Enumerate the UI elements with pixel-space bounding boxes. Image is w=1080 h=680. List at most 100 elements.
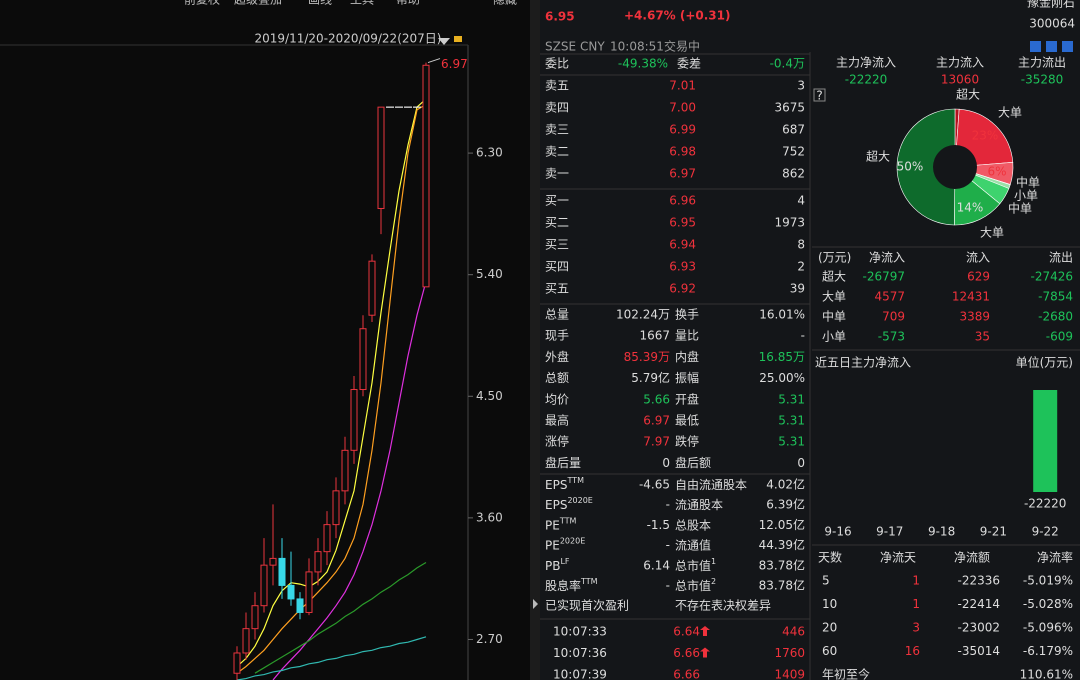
moving-average [236, 98, 427, 667]
book-price: 6.94 [669, 238, 696, 252]
fund-label: 流通值 [675, 537, 711, 552]
label-main: 总股本 [675, 518, 711, 532]
lock-icon[interactable] [454, 36, 462, 42]
stat-value: 85.39万 [624, 350, 670, 364]
icon-button[interactable] [1062, 41, 1073, 52]
range-dropdown[interactable] [438, 38, 450, 45]
flow-summary-value: 13060 [941, 73, 979, 87]
moving-average [272, 281, 427, 680]
stat-label: 最低 [675, 414, 699, 428]
fund-value: -4.65 [639, 478, 670, 492]
fund-label: PBLF [545, 556, 570, 572]
flow-header: 流出 [1049, 251, 1073, 265]
fund-value: 83.78亿 [759, 578, 805, 593]
pie-slice [896, 108, 956, 226]
fund-value: - [666, 538, 670, 552]
five-day-date: 9-18 [928, 525, 955, 539]
stat-value: 7.97 [643, 435, 670, 449]
candle-body [278, 557, 286, 586]
book-label: 买三 [545, 238, 569, 252]
stat-label: 开盘 [675, 391, 699, 406]
flow-row-label: 中单 [822, 309, 846, 324]
trade-time: 10:07:33 [553, 625, 607, 639]
expand-arrow[interactable] [533, 599, 538, 609]
stat-label: 最高 [545, 413, 569, 428]
period-days: 60 [822, 644, 837, 658]
label-sup: TTM [580, 577, 598, 586]
flow-header: 净流入 [869, 251, 905, 265]
candle-body [233, 652, 241, 674]
fund-label: EPSTTM [545, 476, 584, 492]
five-day-unit: 单位(万元) [1016, 355, 1073, 370]
stat-value: 5.31 [778, 414, 805, 428]
toolbar-item[interactable]: 前复权 [184, 0, 220, 7]
splitter[interactable] [530, 0, 540, 680]
label-sup: TTM [559, 516, 577, 525]
stat-label: 换手 [675, 308, 699, 322]
toolbar-item[interactable]: 隐藏 [493, 0, 517, 7]
stat-label: 均价 [545, 392, 569, 406]
candle-body [269, 557, 277, 566]
book-price: 6.95 [669, 216, 696, 230]
note: 已实现首次盈利 [545, 598, 629, 613]
period-amount: -22336 [957, 574, 1000, 588]
stat-value: 1667 [639, 329, 670, 343]
trade-volume: 1760 [774, 646, 805, 660]
y-tick-label: 5.40 [476, 267, 503, 281]
period-amount: -22414 [957, 597, 1000, 611]
flow-net: -26797 [862, 270, 905, 284]
toolbar-item[interactable]: 画线 [308, 0, 332, 7]
toolbar-item[interactable]: 超级叠加 [234, 0, 282, 7]
stat-label: 内盘 [675, 349, 699, 364]
label-sup: 2 [711, 577, 716, 586]
pie-label: 中单 [1016, 175, 1040, 190]
toolbar-item[interactable]: 工具 [350, 0, 374, 7]
five-day-date: 9-16 [824, 525, 851, 539]
kline [233, 62, 430, 680]
pie-label: 50% [897, 160, 924, 174]
candle-body [287, 584, 295, 600]
stat-value: 0 [662, 456, 670, 470]
icon-button[interactable] [1030, 41, 1041, 52]
trade-price: 6.64 [673, 625, 700, 639]
flow-net: 709 [882, 310, 905, 324]
fund-label: 流通股本 [675, 498, 723, 512]
y-tick-label: 2.70 [476, 632, 503, 646]
icon-button[interactable] [1046, 41, 1057, 52]
flow-net: -573 [878, 330, 905, 344]
flow-row-label: 小单 [822, 330, 846, 344]
book-volume: 4 [797, 194, 805, 208]
fund-value: 6.39亿 [766, 497, 805, 512]
flow-out: -609 [1046, 330, 1073, 344]
help-icon[interactable]: ? [816, 89, 822, 103]
flow-in: 35 [975, 330, 990, 344]
stat-value: - [801, 329, 805, 343]
book-price: 6.92 [669, 282, 696, 296]
fund-value: 12.05亿 [759, 517, 805, 532]
fund-label: EPS2020E [545, 496, 593, 512]
period-count: 16 [905, 644, 920, 658]
pie-label: 6% [987, 165, 1006, 179]
stat-label: 外盘 [545, 349, 569, 364]
label-main: 总市值 [675, 557, 711, 572]
fund-label: 总股本 [675, 518, 711, 532]
stat-label: 现手 [545, 329, 569, 343]
book-volume: 8 [797, 238, 805, 252]
flow-in: 12431 [952, 290, 990, 304]
fund-value: 44.39亿 [759, 537, 805, 552]
period-rate: -5.028% [1023, 597, 1073, 611]
book-volume: 3 [797, 79, 805, 93]
last-price: 6.95 [545, 10, 575, 24]
window-icons [1030, 41, 1073, 52]
book-label: 买二 [545, 216, 569, 230]
stat-value: 0 [797, 456, 805, 470]
book-volume: 862 [782, 167, 805, 181]
toolbar-item[interactable]: 帮助 [396, 0, 420, 7]
book-volume: 1973 [774, 216, 805, 230]
book-price: 7.01 [669, 79, 696, 93]
moving-average [254, 561, 427, 674]
label-main: PE [545, 538, 560, 552]
flow-row-label: 超大 [822, 269, 846, 284]
